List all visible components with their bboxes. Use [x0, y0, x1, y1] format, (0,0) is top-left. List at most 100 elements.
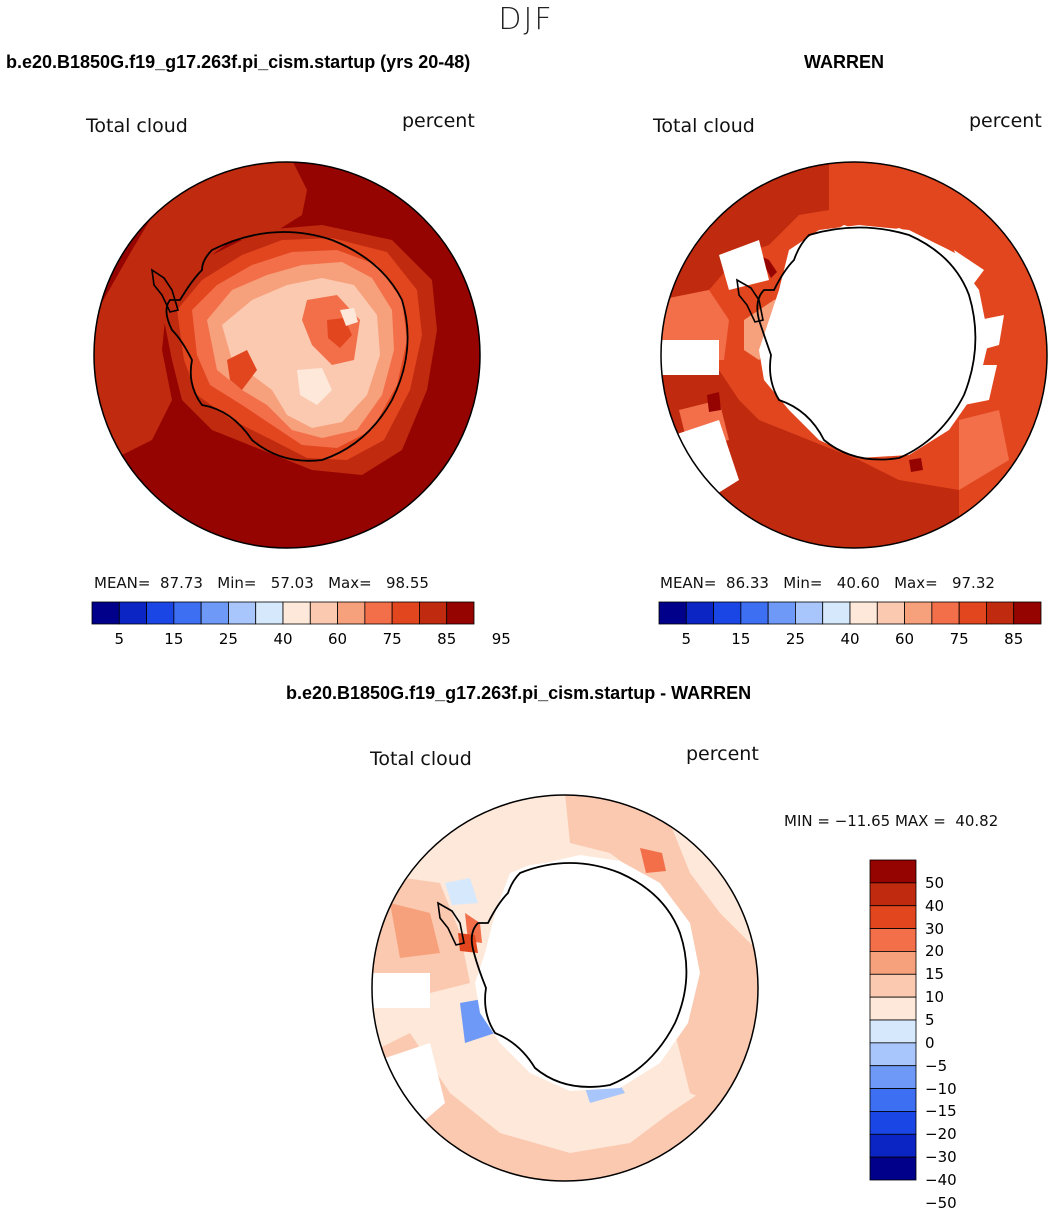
diff-colorbar-tick-label: 10 [925, 988, 945, 1007]
right-colorbar-swatch [822, 601, 851, 625]
left-colorbar-swatch [446, 601, 475, 625]
left-colorbar-tick-label: 75 [382, 630, 402, 648]
diff-colorbar-swatch [869, 1065, 917, 1089]
right-colorbar-swatch [713, 601, 742, 625]
left-colorbar [91, 601, 475, 625]
diff-colorbar-tick-label: −20 [925, 1125, 957, 1144]
right-colorbar-swatch [1013, 601, 1042, 625]
diff-colorbar-tick-label: 50 [925, 873, 945, 892]
diff-colorbar-swatch [869, 1042, 917, 1067]
right-colorbar-swatch [767, 601, 796, 625]
left-max-value: 98.55 [385, 574, 429, 592]
diff-colorbar-swatch [869, 1019, 917, 1044]
left-colorbar-tick-label: 95 [491, 630, 511, 648]
left-colorbar-swatch [200, 601, 229, 625]
left-mean-label: MEAN= [94, 574, 151, 592]
left-colorbar-swatch [309, 601, 338, 625]
left-stats: MEAN= 87.73 Min= 57.03 Max= 98.55 [94, 574, 429, 592]
left-colorbar-swatch [391, 601, 420, 625]
right-colorbar-tick-label: 75 [949, 630, 969, 648]
left-units-label: percent [402, 110, 475, 132]
right-colorbar-swatch [958, 601, 987, 625]
right-colorbar-swatch [904, 601, 933, 625]
left-colorbar-swatch [118, 601, 147, 625]
right-colorbar-swatch [986, 601, 1015, 625]
right-colorbar-swatch [685, 601, 714, 625]
right-mean-value: 86.33 [726, 574, 769, 592]
right-colorbar-swatch [795, 601, 824, 625]
diff-colorbar-swatch [869, 1111, 917, 1135]
left-variable-label: Total cloud [86, 115, 188, 137]
right-colorbar-swatch [876, 601, 905, 625]
right-case-title: WARREN [804, 52, 884, 72]
diff-colorbar-tick-label: 0 [925, 1033, 935, 1052]
left-colorbar-tick-label: 5 [114, 630, 125, 648]
diff-colorbar-swatch [869, 1133, 917, 1158]
diff-colorbar-swatch [869, 1088, 917, 1112]
diff-colorbar-swatch [869, 928, 917, 952]
left-polar-map [93, 161, 481, 549]
left-min-value: 57.03 [270, 574, 314, 592]
left-colorbar-swatch [173, 601, 202, 625]
left-colorbar-tick-label: 15 [164, 630, 184, 648]
diff-colorbar-tick-label: −30 [925, 1148, 957, 1167]
left-colorbar-swatch [91, 601, 120, 625]
diff-colorbar-tick-label: 30 [925, 919, 945, 938]
diff-range: MIN = −11.65 MAX = 40.82 [784, 812, 999, 830]
right-colorbar-tick-label: 40 [840, 630, 860, 648]
diff-colorbar-swatch [869, 1156, 917, 1181]
diff-colorbar-ticks: 50 40 30 20 15 10 5 0 −5 −10 −15 −20 −30 −40 −50 [925, 860, 1005, 1212]
right-colorbar-tick-label: 5 [681, 630, 692, 648]
diff-title: b.e20.B1850G.f19_g17.263f.pi_cism.startu… [286, 683, 752, 703]
right-min-label: Min= [783, 574, 823, 592]
diff-units-label: percent [686, 743, 759, 765]
right-max-value: 97.32 [951, 574, 995, 592]
right-variable-label: Total cloud [653, 115, 755, 137]
diff-colorbar-tick-label: 40 [925, 896, 945, 915]
right-colorbar [658, 601, 1042, 625]
left-colorbar-swatch [364, 601, 393, 625]
left-colorbar-swatch [228, 601, 257, 625]
left-max-label: Max= [328, 574, 372, 592]
left-colorbar-tick-label: 85 [437, 630, 457, 648]
right-max-label: Max= [894, 574, 938, 592]
diff-colorbar [869, 859, 917, 1181]
left-colorbar-tick-label: 60 [328, 630, 348, 648]
right-colorbar-swatch [849, 601, 878, 625]
diff-colorbar-tick-label: 20 [925, 942, 945, 961]
diff-variable-label: Total cloud [370, 748, 472, 770]
left-colorbar-swatch [282, 601, 311, 625]
diff-colorbar-swatch [869, 905, 917, 929]
diff-colorbar-tick-label: −10 [925, 1079, 957, 1098]
right-units-label: percent [969, 110, 1042, 132]
season-title: DJF [498, 2, 554, 37]
left-colorbar-swatch [419, 601, 448, 625]
diff-colorbar-tick-label: −40 [925, 1171, 957, 1189]
left-colorbar-swatch [255, 601, 284, 625]
left-colorbar-swatch [146, 601, 175, 625]
right-colorbar-swatch [740, 601, 769, 625]
diff-colorbar-swatch [869, 882, 917, 907]
left-colorbar-ticks: 5 15 25 40 60 75 85 95 [92, 630, 511, 650]
diff-colorbar-swatch [869, 973, 917, 998]
right-min-value: 40.60 [836, 574, 880, 592]
right-colorbar-swatch [658, 601, 687, 625]
right-polar-map [660, 161, 1048, 549]
diff-colorbar-tick-label: −15 [925, 1102, 957, 1121]
left-mean-value: 87.73 [160, 574, 203, 592]
diff-colorbar-swatch [869, 996, 917, 1021]
right-colorbar-tick-label: 15 [731, 630, 751, 648]
left-colorbar-swatch [337, 601, 366, 625]
diff-colorbar-tick-label: 5 [925, 1011, 935, 1029]
right-colorbar-tick-label: 60 [895, 630, 915, 648]
right-colorbar-swatch [931, 601, 960, 625]
left-colorbar-tick-label: 25 [218, 630, 238, 648]
diff-colorbar-tick-label: −50 [925, 1193, 957, 1212]
diff-colorbar-tick-label: 15 [925, 965, 945, 984]
right-stats: MEAN= 86.33 Min= 40.60 Max= 97.32 [660, 574, 995, 592]
right-colorbar-tick-label: 25 [785, 630, 805, 648]
diff-colorbar-swatch [869, 859, 917, 884]
left-min-label: Min= [217, 574, 257, 592]
diff-colorbar-swatch [869, 951, 917, 975]
